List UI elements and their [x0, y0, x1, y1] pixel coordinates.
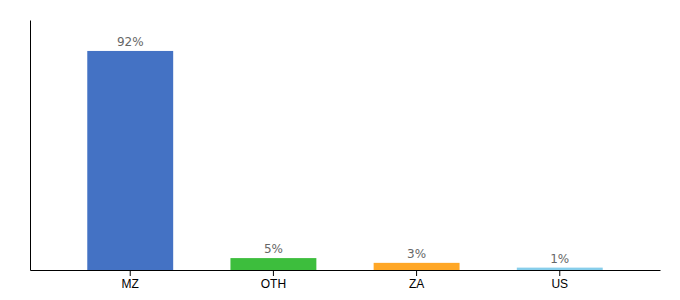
x-tick-mark: [273, 270, 274, 276]
x-axis-line: [31, 270, 661, 271]
x-tick-label: OTH: [261, 277, 286, 291]
data-label: 5%: [264, 242, 283, 256]
bar: [517, 268, 603, 270]
x-tick-label: ZA: [409, 277, 424, 291]
x-tick-mark: [130, 270, 131, 276]
bars: [87, 51, 602, 270]
bar: [374, 263, 460, 270]
y-axis: [30, 21, 31, 271]
y-axis-line: [30, 21, 31, 271]
plot: 92% 5% 3% 1% MZ OTH ZA US: [31, 21, 661, 291]
data-label: 92%: [117, 35, 144, 49]
x-tick: ZA: [409, 270, 424, 291]
x-tick: US: [551, 270, 568, 291]
bar: [87, 51, 173, 270]
x-tick-mark: [559, 270, 560, 276]
data-label: 3%: [407, 247, 426, 261]
x-axis: MZ OTH ZA US: [31, 270, 661, 291]
chart: 92% 5% 3% 1% MZ OTH ZA US: [0, 0, 680, 300]
x-tick-mark: [416, 270, 417, 276]
x-tick: OTH: [261, 270, 286, 291]
data-label: 1%: [550, 252, 569, 266]
x-tick: MZ: [122, 270, 139, 291]
x-tick-label: US: [551, 277, 568, 291]
x-tick-label: MZ: [122, 277, 139, 291]
data-labels: 92% 5% 3% 1%: [117, 35, 569, 266]
bar: [230, 258, 316, 270]
